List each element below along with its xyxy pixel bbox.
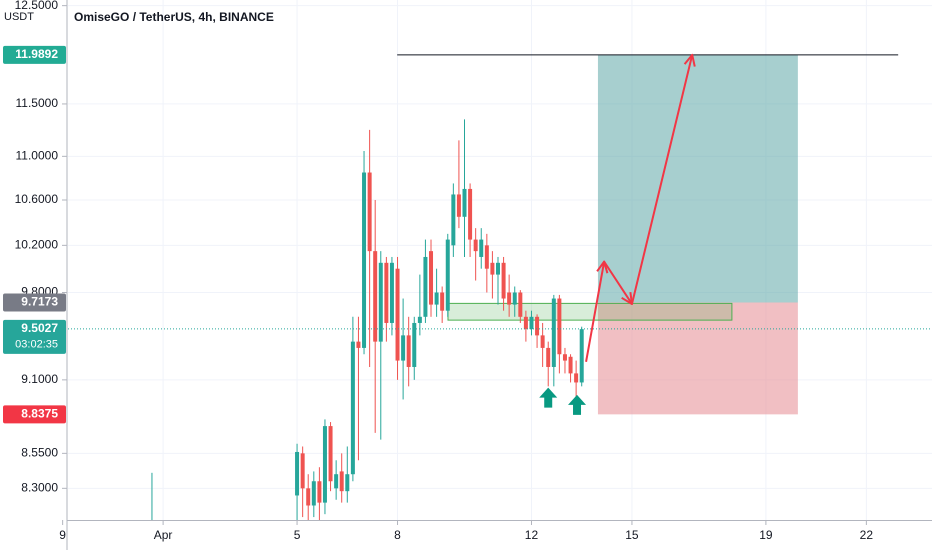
candle-body [367,172,372,252]
candle-body [311,481,316,506]
x-tick-label: 22 [860,528,874,542]
candle-body [523,316,528,330]
candle-body [495,262,500,275]
candle-body [557,298,562,355]
candle-body [451,194,456,246]
x-tick-label: Apr [154,528,173,542]
candle-body [300,453,305,489]
candle-body [562,354,567,361]
candle-body [412,322,417,367]
price-axis-panel [0,0,67,550]
time-axis-panel [67,520,932,550]
candle-body [456,194,461,217]
candle-body [468,188,473,240]
candle-body [440,292,445,311]
candle-body [434,292,439,305]
price-badge [3,45,66,64]
candle-body [295,451,300,496]
candle-body [574,373,579,383]
candle-body [322,426,327,503]
candle-body [535,316,540,336]
y-tick-label: 10.6000 [15,192,59,206]
x-tick-label: 12 [525,528,539,542]
y-tick-label: 8.5500 [21,446,58,460]
price-badge [3,405,66,424]
y-tick-label: 11.0000 [16,149,59,163]
candle-body [406,335,411,367]
candle-body [551,298,556,367]
candle-body [356,341,361,348]
price-badge [3,319,66,354]
candle-body [512,292,517,305]
price-badge [3,293,66,312]
candle-body [546,347,551,367]
candle-body [389,262,394,323]
support-zone [447,302,733,321]
candle-body [507,292,512,305]
candle-body [401,335,406,361]
candle-body [501,262,506,299]
candle-body [423,256,428,317]
up-marker [568,394,587,415]
price-badge-label: 8.8375 [21,407,58,421]
candle-body [328,426,333,482]
candle-body [378,262,383,342]
candle-body [479,239,484,257]
candle-body [350,341,355,475]
position-loss-zone [597,302,798,415]
x-tick-label: 9 [59,528,66,542]
candle-body [484,245,489,269]
candle-body [540,335,545,348]
candle-body [384,262,389,323]
up-marker [539,387,558,408]
countdown-label: 03:02:35 [15,339,58,351]
x-tick-label: 19 [759,528,773,542]
candle-body [473,239,478,252]
price-axis-unit: USDT [4,11,34,23]
candle-body [373,251,378,342]
candle-body [417,316,422,323]
arrow-head [621,291,633,305]
y-tick-label: 12.5000 [15,0,59,12]
price-badge-label: 11.9892 [15,47,58,61]
arrow-head [683,53,696,67]
x-tick-label: 8 [394,528,401,542]
candle-body [362,172,367,348]
candle-body [334,474,339,489]
chart-title: OmiseGO / TetherUS, 4h, BINANCE [74,10,274,24]
candle-body [568,356,573,374]
candle-body [345,474,350,492]
candle-body [462,188,467,217]
candle-body [339,471,344,492]
price-badge-label: 9.7173 [21,295,58,309]
x-tick-label: 5 [294,528,301,542]
candle-body [445,239,450,311]
candle-body [306,488,311,506]
y-tick-label: 9.1000 [21,372,58,386]
candle-body [395,268,400,361]
x-tick-label: 15 [625,528,639,542]
candle-body [529,316,534,330]
position-profit-zone [597,54,798,303]
candle-body [518,292,523,317]
candle-body [317,481,322,503]
y-tick-label: 11.5000 [16,96,59,110]
price-badge-label: 9.5027 [21,321,58,335]
forecast-arrow [585,54,694,363]
plot-area [68,0,932,520]
arrow-head [596,260,609,274]
y-tick-label: 8.3000 [21,481,58,495]
candle-body [579,329,584,383]
candle-body [429,251,434,305]
y-tick-label: 10.2000 [15,238,59,252]
candle-body [490,262,495,275]
